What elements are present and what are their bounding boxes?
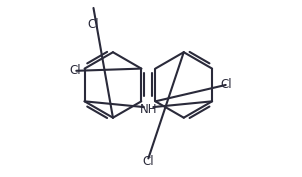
Text: Cl: Cl [143,155,154,168]
Text: Cl: Cl [69,64,81,77]
Text: Cl: Cl [88,18,99,31]
Text: NH: NH [140,103,157,116]
Text: Cl: Cl [221,78,233,92]
